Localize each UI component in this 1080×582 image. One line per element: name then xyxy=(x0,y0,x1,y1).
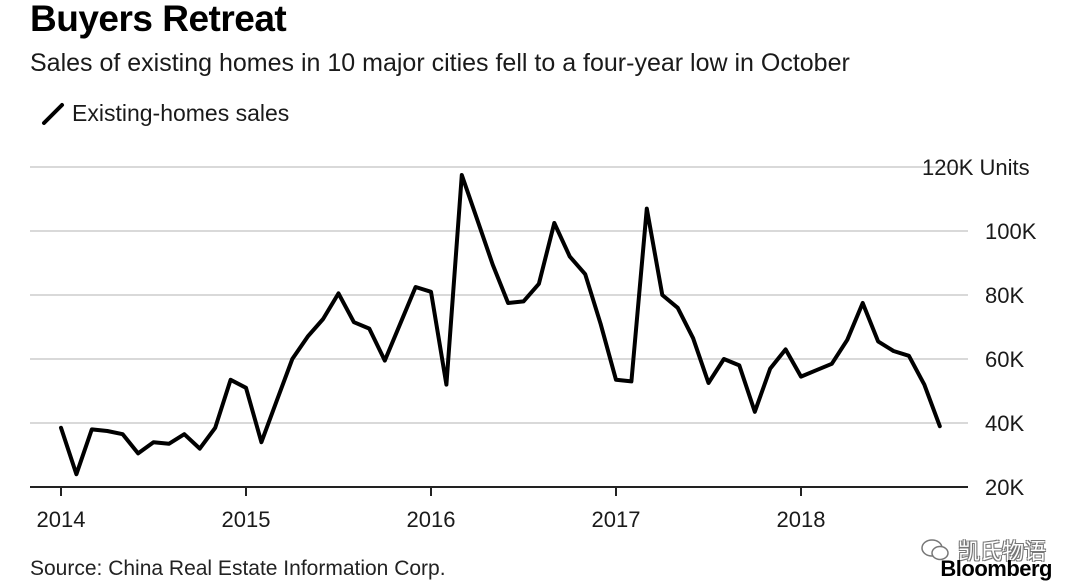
legend: Existing-homes sales xyxy=(40,100,289,127)
x-tick-label: 2016 xyxy=(407,507,456,532)
x-tick-label: 2017 xyxy=(592,507,641,532)
chart-subtitle: Sales of existing homes in 10 major citi… xyxy=(30,49,850,77)
y-tick-label: 40K xyxy=(985,411,1024,436)
x-tick-label: 2014 xyxy=(37,507,86,532)
y-tick-label: 20K xyxy=(985,475,1024,500)
y-tick-label: 60K xyxy=(985,347,1024,372)
legend-label: Existing-homes sales xyxy=(72,100,290,126)
chart-title: Buyers Retreat xyxy=(30,0,287,39)
source-note: Source: China Real Estate Information Co… xyxy=(30,557,446,580)
brand-logo: Bloomberg xyxy=(940,556,1052,581)
legend-line-icon xyxy=(42,102,64,125)
watermark: 凯氏物语 xyxy=(920,534,1046,566)
y-tick-label: 120K Units xyxy=(922,155,1030,180)
x-tick-label: 2018 xyxy=(777,507,826,532)
series-line xyxy=(59,173,942,477)
y-tick-label: 80K xyxy=(985,283,1024,308)
chat-bubble-icon xyxy=(921,539,949,561)
y-tick-label: 100K xyxy=(985,219,1037,244)
watermark-text: 凯氏物语 xyxy=(957,539,1046,564)
line-chart: 20K 40K 60K 80K 100K 120K Units 2014 2015 2016 20… xyxy=(30,155,1037,532)
x-tick-label: 2015 xyxy=(222,507,271,532)
